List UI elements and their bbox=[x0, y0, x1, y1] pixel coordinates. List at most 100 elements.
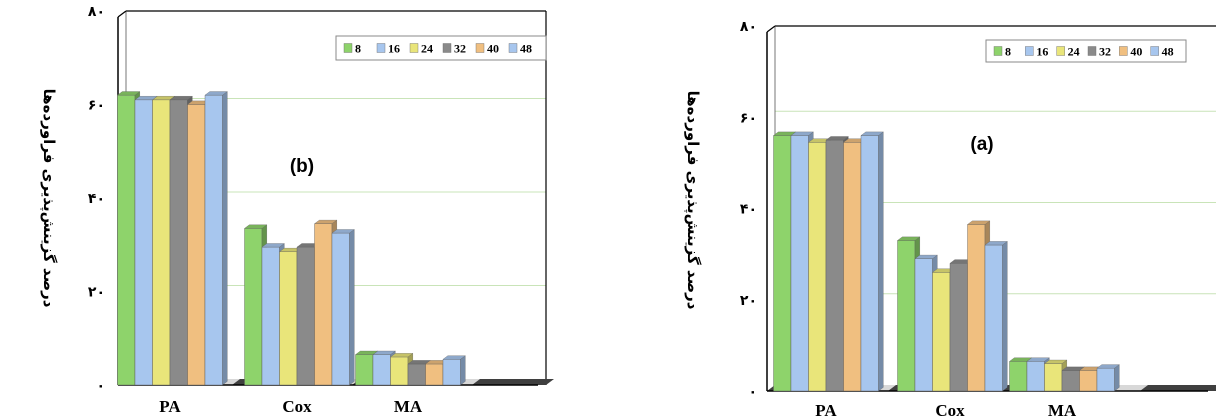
legend-swatch bbox=[442, 43, 452, 53]
legend-swatch bbox=[993, 46, 1003, 56]
bar-top bbox=[331, 229, 355, 234]
bar-front bbox=[442, 359, 461, 386]
bar bbox=[442, 355, 466, 386]
legend-label: 24 bbox=[421, 42, 433, 56]
legend-label: 8 bbox=[1005, 45, 1011, 59]
legend-swatch bbox=[1025, 46, 1034, 56]
bar-top bbox=[314, 219, 338, 224]
bar-top bbox=[169, 96, 193, 100]
bar-top bbox=[967, 220, 991, 225]
bar-front bbox=[1079, 370, 1098, 392]
category-label: MA bbox=[1048, 401, 1077, 420]
bar-top bbox=[1026, 357, 1050, 362]
legend-swatch bbox=[376, 43, 386, 53]
bar-front bbox=[1096, 367, 1115, 392]
bar-front bbox=[279, 251, 298, 386]
legend-swatch bbox=[1119, 46, 1128, 56]
category-label: MA bbox=[394, 397, 423, 416]
bar-front bbox=[261, 246, 280, 386]
category-label: PA bbox=[159, 397, 181, 416]
bar bbox=[1096, 364, 1120, 392]
bar-front bbox=[244, 228, 263, 386]
category-label: Cox bbox=[282, 397, 312, 416]
bar-top bbox=[261, 243, 285, 248]
bar-top bbox=[825, 136, 849, 141]
bar-front bbox=[860, 135, 879, 392]
bar-front bbox=[984, 244, 1003, 392]
bar-front bbox=[425, 363, 444, 386]
plot-frame-corner bbox=[117, 10, 127, 18]
bar-front bbox=[152, 99, 171, 386]
bar-front bbox=[331, 232, 350, 386]
bar-front bbox=[949, 263, 968, 392]
y-tick-label: ۸۰ bbox=[740, 19, 757, 35]
chart-panel-b: درصد گزینش‌پذیری فراورده‌ها (b) ۰ ۲۰ ۴۰ ۶۰ ۸… bbox=[39, 4, 554, 416]
bar-side bbox=[1114, 364, 1120, 392]
bar-group bbox=[773, 131, 884, 392]
bar-front bbox=[372, 354, 391, 386]
bar-front bbox=[355, 354, 374, 386]
legend-label: 32 bbox=[1099, 45, 1111, 59]
legend-label: 16 bbox=[388, 42, 400, 56]
bar-front bbox=[134, 99, 153, 386]
bar-front bbox=[187, 104, 206, 386]
bar-front bbox=[897, 240, 916, 392]
bar-top bbox=[1096, 364, 1120, 369]
bar bbox=[331, 229, 355, 386]
bar-group bbox=[117, 91, 228, 386]
bar-front bbox=[773, 135, 792, 392]
y-tick-label: ۸۰ bbox=[88, 4, 105, 20]
y-tick-label: ۲۰ bbox=[88, 285, 105, 301]
bar-front bbox=[790, 135, 809, 392]
legend-label: 40 bbox=[1130, 45, 1142, 59]
bar-front bbox=[843, 142, 862, 392]
legend-swatch bbox=[343, 43, 353, 53]
y-axis-label: درصد گزینش‌پذیری فراورده‌ها bbox=[39, 89, 58, 308]
y-tick-label: ۰ bbox=[96, 378, 105, 394]
legend-label: 48 bbox=[520, 42, 532, 56]
legend-label: 16 bbox=[1036, 45, 1048, 59]
bar-side bbox=[1002, 241, 1008, 392]
legend-swatch bbox=[1056, 46, 1065, 56]
plot-frame-corner bbox=[766, 25, 776, 33]
y-tick-label: ۴۰ bbox=[740, 202, 757, 218]
bar-front bbox=[407, 363, 426, 386]
legend-swatch bbox=[475, 43, 485, 53]
bar-top bbox=[442, 355, 466, 360]
legend-swatch bbox=[508, 43, 518, 53]
category-label: Cox bbox=[935, 401, 965, 420]
legend-label: 40 bbox=[487, 42, 499, 56]
y-tick-label: ۶۰ bbox=[88, 98, 105, 114]
y-axis-label: درصد گزینش‌پذیری فراورده‌ها bbox=[683, 91, 702, 310]
bar-top bbox=[897, 236, 921, 241]
y-tick-label: ۴۰ bbox=[88, 191, 105, 207]
bar-top bbox=[390, 353, 414, 358]
bar-top bbox=[790, 131, 814, 136]
bar-side bbox=[460, 355, 466, 386]
bar-front bbox=[169, 99, 188, 386]
bar-top bbox=[1044, 359, 1068, 364]
bar-top bbox=[914, 254, 938, 259]
bar-top bbox=[244, 224, 268, 229]
bar bbox=[204, 91, 228, 386]
floor-slab bbox=[1140, 385, 1216, 391]
y-tick-label: ۶۰ bbox=[740, 110, 757, 126]
bar-front bbox=[932, 272, 951, 392]
bar-top bbox=[204, 91, 228, 96]
bar-front bbox=[808, 142, 827, 392]
legend: 8 16 24 32 40 48 bbox=[985, 39, 1187, 63]
bar-front bbox=[117, 94, 136, 386]
bar-front bbox=[296, 246, 315, 386]
bar-group bbox=[355, 350, 466, 386]
chart-panel-a: درصد گزینش‌پذیری فراورده‌ها (a) ۰ ۲۰ ۴۰ ۶۰ ۸… bbox=[683, 19, 1216, 420]
bar-front bbox=[1044, 363, 1063, 392]
bar-front bbox=[204, 94, 223, 386]
legend-swatch bbox=[409, 43, 419, 53]
legend-label: 8 bbox=[355, 42, 361, 56]
bar-top bbox=[984, 241, 1008, 246]
bar-top bbox=[860, 131, 884, 136]
legend-label: 24 bbox=[1068, 45, 1080, 59]
y-tick-label: ۰ bbox=[748, 384, 757, 400]
bar bbox=[984, 241, 1008, 392]
